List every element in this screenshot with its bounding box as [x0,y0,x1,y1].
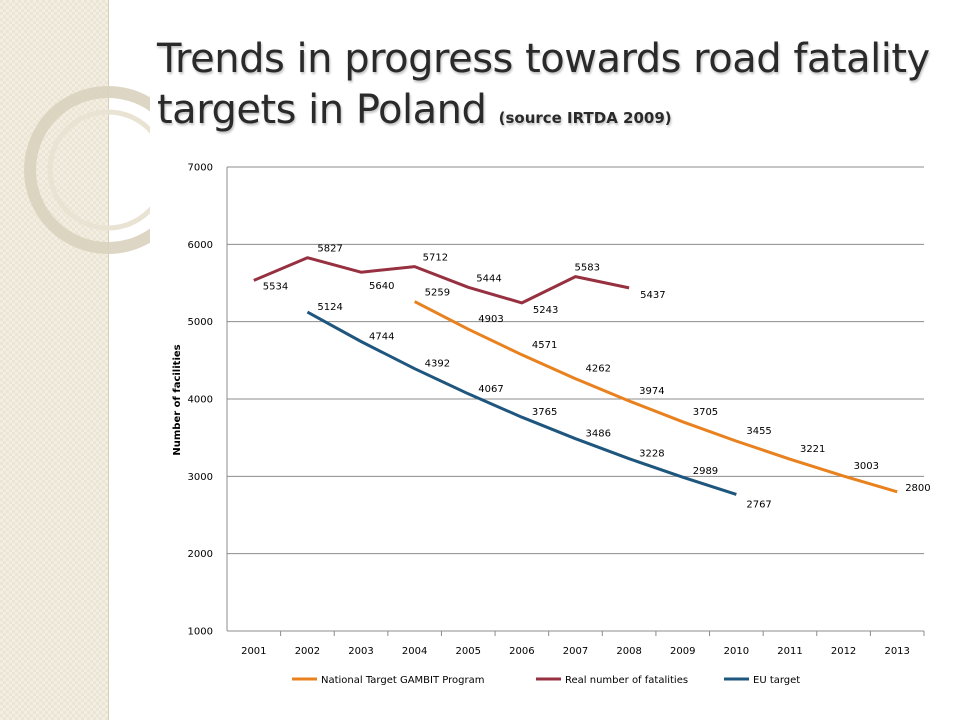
data-labels: 5259 4903 4571 4262 3974 3705 3455 3221 3003 2800… [263,244,931,511]
y-tick-label-5000: 5000 [188,317,213,328]
grid-lines [226,166,925,636]
series-lines [253,256,898,496]
data-label-eu-target-2007: 3486 [586,429,611,440]
data-label-national-target-gambit-program-2012: 3003 [854,461,879,472]
data-label-eu-target-2006: 3765 [532,407,557,418]
x-tick-label-2002: 2002 [295,646,320,657]
data-label-real-number-of-fatalities-2004: 5712 [423,253,448,264]
series-line-eu-target [306,310,737,496]
data-label-eu-target-2009: 2989 [693,466,718,477]
x-tick-label-2007: 2007 [563,646,588,657]
data-label-national-target-gambit-program-2005: 4903 [478,314,503,325]
data-label-national-target-gambit-program-2008: 3974 [639,386,664,397]
x-tick-label-2011: 2011 [777,646,802,657]
data-label-national-target-gambit-program-2010: 3455 [746,426,771,437]
legend: National Target GAMBIT Program Real numbe… [292,675,800,686]
series-line-national-target-gambit-program [413,300,898,494]
data-label-national-target-gambit-program-2013: 2800 [905,483,930,494]
x-tick-label-2009: 2009 [670,646,695,657]
y-tick-label-1000: 1000 [188,627,213,638]
data-label-national-target-gambit-program-2011: 3221 [800,444,825,455]
y-tick-label-6000: 6000 [188,240,213,251]
x-tick-label-2006: 2006 [509,646,534,657]
slide-title-source: (source IRTDA 2009) [498,109,672,127]
legend-label-national-target-gambit-program: National Target GAMBIT Program [321,675,484,686]
slide-title-text: Trends in progress towards road fatality… [157,36,930,133]
slide-title: Trends in progress towards road fatality… [157,34,937,144]
x-tick-label-2008: 2008 [616,646,641,657]
data-label-real-number-of-fatalities-2001: 5534 [263,281,288,292]
x-tick-label-2012: 2012 [831,646,856,657]
x-tick-label-2004: 2004 [402,646,427,657]
x-tick-label-2013: 2013 [884,646,909,657]
y-axis-label: Number of facilities [172,344,183,455]
data-label-national-target-gambit-program-2004: 5259 [425,288,450,299]
data-label-national-target-gambit-program-2009: 3705 [693,407,718,418]
data-label-real-number-of-fatalities-2005: 5444 [476,273,501,284]
x-tick-label-2001: 2001 [241,646,266,657]
x-tick-label-2003: 2003 [348,646,373,657]
data-label-real-number-of-fatalities-2002: 5827 [317,244,342,255]
data-label-national-target-gambit-program-2006: 4571 [532,340,557,351]
data-label-real-number-of-fatalities-2007: 5583 [575,263,600,274]
decorative-rings [24,86,150,254]
legend-label-real-number-of-fatalities: Real number of fatalities [565,675,688,686]
data-label-eu-target-2008: 3228 [639,449,664,460]
x-tick-label-2010: 2010 [724,646,749,657]
data-label-eu-target-2002: 5124 [317,302,342,313]
data-label-national-target-gambit-program-2007: 4262 [586,364,611,375]
data-label-real-number-of-fatalities-2008: 5437 [640,290,665,301]
y-tick-label-2000: 2000 [188,549,213,560]
data-label-eu-target-2005: 4067 [478,384,503,395]
data-label-eu-target-2003: 4744 [369,331,394,342]
y-tick-label-7000: 7000 [188,163,213,174]
data-label-eu-target-2004: 4392 [425,359,450,370]
legend-label-eu-target: EU target [753,675,800,686]
y-axis-tick-labels: 1000 2000 3000 4000 5000 6000 7000 [188,163,213,638]
data-label-real-number-of-fatalities-2006: 5243 [533,305,558,316]
data-label-eu-target-2010: 2767 [746,499,771,510]
y-tick-label-4000: 4000 [188,395,213,406]
series-line-real-number-of-fatalities [253,256,630,305]
x-tick-label-2005: 2005 [456,646,481,657]
y-tick-label-3000: 3000 [188,472,213,483]
data-label-real-number-of-fatalities-2003: 5640 [369,281,394,292]
x-axis-tick-labels: 2001 2002 2003 2004 2005 2006 2007 2008 2009 2010… [241,646,910,657]
